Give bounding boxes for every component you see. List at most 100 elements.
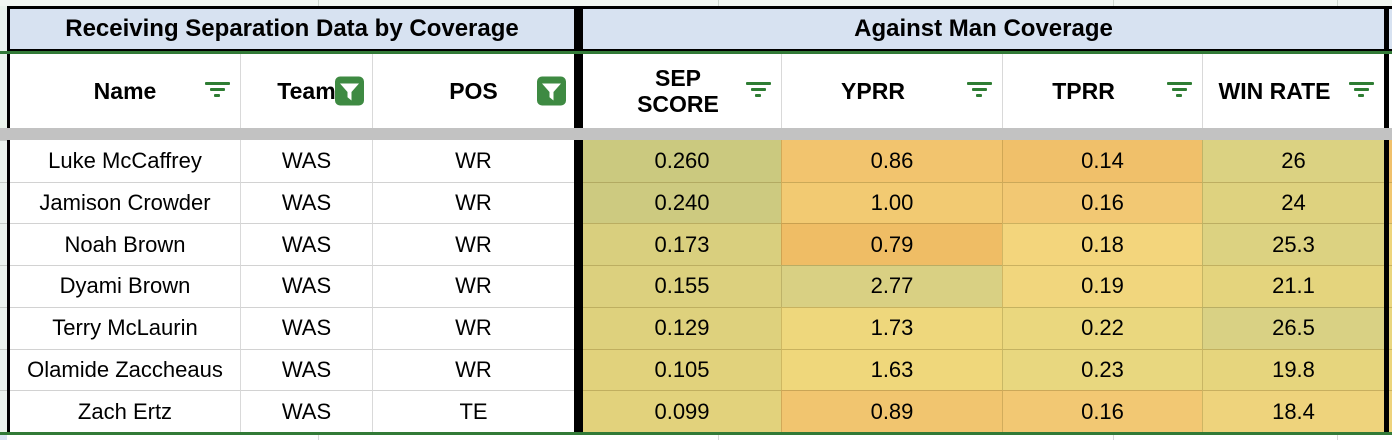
section-divider-border	[574, 306, 583, 349]
cell-yprr[interactable]: 1.73	[781, 306, 1002, 349]
cell-team[interactable]: WAS	[240, 306, 372, 349]
cell-team[interactable]: WAS	[240, 390, 372, 432]
column-header-pos[interactable]: POS	[372, 54, 574, 128]
cell-tprr[interactable]: 0.16	[1002, 181, 1202, 224]
cell-tprr[interactable]: 0.14	[1002, 140, 1202, 182]
table-green-border-bottom	[0, 432, 1392, 435]
cell-sep-score[interactable]: 0.155	[583, 265, 781, 307]
cell-sep-score[interactable]: 0.240	[583, 181, 781, 224]
filter-funnel-active-icon[interactable]	[537, 76, 566, 106]
cell-tprr[interactable]: 0.16	[1002, 390, 1202, 432]
cell-player-name[interactable]: Noah Brown	[10, 223, 240, 266]
cell-yprr[interactable]: 1.00	[781, 181, 1002, 224]
table-border-right	[1384, 181, 1389, 224]
cell-team[interactable]: WAS	[240, 223, 372, 266]
clipped-cell-strip	[1389, 265, 1392, 307]
section-divider-border	[574, 9, 583, 51]
filter-lines-icon[interactable]	[1166, 82, 1192, 100]
clipped-cell-corner	[0, 435, 7, 440]
cell-player-name[interactable]: Jamison Crowder	[10, 181, 240, 224]
column-header-label: POS	[449, 77, 498, 104]
cell-position[interactable]: WR	[372, 181, 574, 224]
cell-yprr[interactable]: 0.79	[781, 223, 1002, 266]
gridline	[0, 140, 7, 141]
cell-sep-score[interactable]: 0.129	[583, 306, 781, 349]
filter-funnel-active-icon[interactable]	[335, 76, 364, 106]
section-divider-border	[574, 390, 583, 432]
cell-player-name[interactable]: Terry McLaurin	[10, 306, 240, 349]
column-header-sep-score[interactable]: SEP SCORE	[583, 54, 781, 128]
table-border-top	[7, 6, 1392, 9]
cell-tprr[interactable]: 0.22	[1002, 306, 1202, 349]
cell-team[interactable]: WAS	[240, 181, 372, 224]
cell-team[interactable]: WAS	[240, 265, 372, 307]
filter-lines-icon[interactable]	[204, 82, 230, 100]
column-header-yprr[interactable]: YPRR	[781, 54, 1002, 128]
gridline	[1337, 0, 1338, 6]
table-row: Dyami Brown WAS WR 0.155 2.77 0.19 21.1	[7, 265, 1392, 307]
cell-player-name[interactable]: Olamide Zaccheaus	[10, 348, 240, 391]
cell-player-name[interactable]: Dyami Brown	[10, 265, 240, 307]
table-row: Zach Ertz WAS TE 0.099 0.89 0.16 18.4	[7, 390, 1392, 432]
cell-yprr[interactable]: 0.86	[781, 140, 1002, 182]
cell-position[interactable]: WR	[372, 140, 574, 182]
cell-player-name[interactable]: Zach Ertz	[10, 390, 240, 432]
column-header-team[interactable]: Team	[240, 54, 372, 128]
cell-win-rate[interactable]: 26.5	[1202, 306, 1384, 349]
cell-tprr[interactable]: 0.23	[1002, 348, 1202, 391]
gridline	[0, 306, 7, 308]
table-green-border-top	[0, 51, 1392, 54]
cell-sep-score[interactable]: 0.105	[583, 348, 781, 391]
cell-position[interactable]: WR	[372, 348, 574, 391]
gridline	[1337, 435, 1338, 440]
cell-win-rate[interactable]: 19.8	[1202, 348, 1384, 391]
column-header-win-rate[interactable]: WIN RATE	[1202, 54, 1384, 128]
table-border-left	[7, 265, 10, 307]
column-header-name[interactable]: Name	[10, 54, 240, 128]
cell-position[interactable]: WR	[372, 265, 574, 307]
cell-yprr[interactable]: 0.89	[781, 390, 1002, 432]
cell-sep-score[interactable]: 0.260	[583, 140, 781, 182]
clipped-cell-strip	[1389, 181, 1392, 224]
cell-win-rate[interactable]: 18.4	[1202, 390, 1384, 432]
table-border-left	[7, 181, 10, 224]
left-section-title-cell[interactable]: Receiving Separation Data by Coverage	[10, 9, 574, 51]
gridline	[0, 348, 7, 350]
cell-position[interactable]: WR	[372, 306, 574, 349]
clipped-cell-strip	[1389, 54, 1392, 128]
gridline	[0, 390, 7, 392]
cell-win-rate[interactable]: 24	[1202, 181, 1384, 224]
cell-player-name[interactable]: Luke McCaffrey	[10, 140, 240, 182]
cell-position[interactable]: WR	[372, 223, 574, 266]
frozen-pane-divider[interactable]	[0, 128, 1392, 140]
table-border-left	[7, 223, 10, 266]
cell-win-rate[interactable]: 26	[1202, 140, 1384, 182]
table-border-left	[7, 140, 10, 182]
table-row: Jamison Crowder WAS WR 0.240 1.00 0.16 2…	[7, 181, 1392, 224]
cell-yprr[interactable]: 2.77	[781, 265, 1002, 307]
table-border-right	[1384, 140, 1389, 182]
right-section-title-cell[interactable]: Against Man Coverage	[583, 9, 1384, 51]
column-header-label: Team	[277, 77, 336, 104]
gridline	[0, 181, 7, 183]
cell-team[interactable]: WAS	[240, 348, 372, 391]
cell-tprr[interactable]: 0.19	[1002, 265, 1202, 307]
cell-team[interactable]: WAS	[240, 140, 372, 182]
filter-lines-icon[interactable]	[745, 82, 771, 100]
cell-yprr[interactable]: 1.63	[781, 348, 1002, 391]
cell-position[interactable]: TE	[372, 390, 574, 432]
filter-lines-icon[interactable]	[966, 82, 992, 100]
filter-lines-icon[interactable]	[1348, 82, 1374, 100]
table-row: Noah Brown WAS WR 0.173 0.79 0.18 25.3	[7, 223, 1392, 266]
cell-win-rate[interactable]: 25.3	[1202, 223, 1384, 266]
column-header-tprr[interactable]: TPRR	[1002, 54, 1202, 128]
cell-sep-score[interactable]: 0.173	[583, 223, 781, 266]
cell-tprr[interactable]: 0.18	[1002, 223, 1202, 266]
table-rows: Luke McCaffrey WAS WR 0.260 0.86 0.14 26…	[7, 140, 1392, 432]
cell-sep-score[interactable]: 0.099	[583, 390, 781, 432]
table-border-right	[1384, 9, 1389, 51]
grid-row-below-table	[0, 435, 1392, 440]
cell-win-rate[interactable]: 21.1	[1202, 265, 1384, 307]
column-header-label: YPRR	[841, 77, 905, 104]
